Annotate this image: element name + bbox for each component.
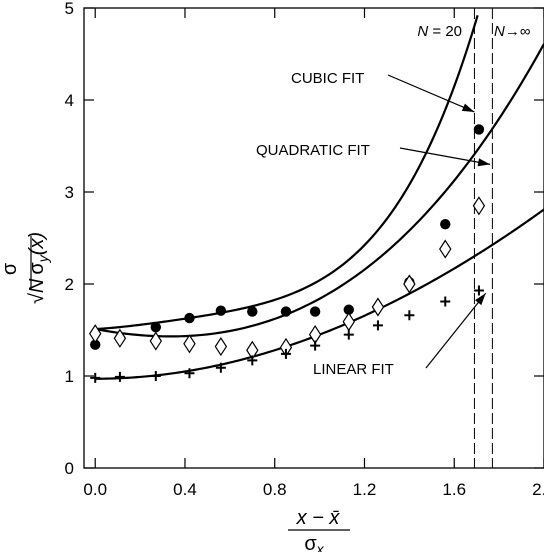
vline-n20-var: N [417,23,428,40]
x-label-numerator: x − x̄ [296,507,341,529]
cubic-fit-arrow [387,74,475,113]
data-markers [89,124,486,383]
data-point-circle [90,339,101,350]
data-point-circle [309,306,321,317]
arrow-line [387,74,475,113]
y-axis-label: √Nσy(x) [26,232,51,304]
arrowhead [475,293,486,306]
data-point-diamond [149,331,163,351]
data-point-plus [150,371,161,381]
data-point-circle [280,306,292,317]
x-tick-label: 1.2 [353,480,377,499]
x-tick-label: 1.6 [442,480,466,499]
data-point-diamond [113,328,127,348]
y-label-sigma: σ [26,262,48,275]
annotations [387,74,491,369]
y-tick-label: 1 [65,367,74,386]
data-point-circle [440,219,451,230]
quadratic-fit-curve [95,43,544,338]
cubic-fit-label: CUBIC FIT [291,70,364,87]
x-tick-label: 0.4 [173,480,197,499]
linear-fit-arrow [425,292,487,369]
x-label-subscript: x [316,541,325,552]
plot-frame [83,7,544,469]
data-point-diamond [472,196,486,216]
x-tick-label: 0.0 [83,480,107,499]
y-tick-label: 2 [65,275,74,294]
data-point-plus [184,368,195,379]
data-point-diamond [308,324,322,345]
data-point-diamond [214,336,228,357]
data-point-diamond [403,274,416,294]
arrowhead [461,103,475,112]
y-tick-label: 4 [65,91,74,110]
data-point-circle [473,124,485,135]
vline-ninf-var: N [494,23,505,40]
arrowhead [477,158,491,167]
y-label-denominator: σ [0,262,21,275]
quadratic-fit-label: QUADRATIC FIT [256,142,370,159]
y-tick-label: 3 [65,183,74,202]
x-label-denominator: σx [304,533,324,552]
linear-fit-curve [95,208,544,380]
data-point-plus [280,348,291,359]
data-point-plus [372,320,383,331]
x-label-sigma: σ [304,533,317,552]
y-label-subscript: y [35,254,51,263]
data-point-diamond [89,324,102,344]
y-tick-label: 5 [65,0,74,18]
data-point-plus [247,355,258,366]
data-point-plus [404,310,415,321]
vline-n20-rest: = 20 [428,23,462,40]
x-tick-label: 0.8 [263,480,287,499]
data-point-diamond [371,297,385,317]
vline-label-n20: N = 20 [417,23,462,40]
x-tick-label: 2.0 [532,480,544,499]
arrow-line [425,292,487,369]
y-tick-label: 0 [65,459,74,478]
vertical-lines [473,8,493,468]
vline-label-ninf: N→∞ [494,23,531,40]
y-label-paren: (x) [26,232,48,255]
y-label-radical: √ [26,293,48,304]
data-point-circle [150,322,162,333]
data-point-plus [343,329,354,340]
quadratic-fit-arrow [399,147,491,167]
data-point-diamond [342,312,355,332]
data-point-circle [215,305,227,316]
data-point-plus [90,372,101,383]
y-label-n: N [26,278,48,293]
data-point-circle [184,312,195,324]
data-point-plus [440,296,451,307]
data-point-diamond [439,239,452,259]
data-point-diamond [183,334,196,354]
axes: 0.0 0.4 0.8 1.2 1.6 2.0 0 1 2 3 4 5 [65,0,544,499]
data-point-plus [473,285,484,296]
arrow-line [399,147,491,165]
data-point-plus [215,362,226,373]
data-point-plus [310,340,321,351]
data-point-circle [247,306,258,317]
data-point-circle [343,304,354,315]
linear-fit-label: LINEAR FIT [313,361,394,378]
data-point-plus [114,371,125,382]
cubic-fit-curve [95,15,479,331]
vline-ninf-rest: →∞ [505,23,531,40]
